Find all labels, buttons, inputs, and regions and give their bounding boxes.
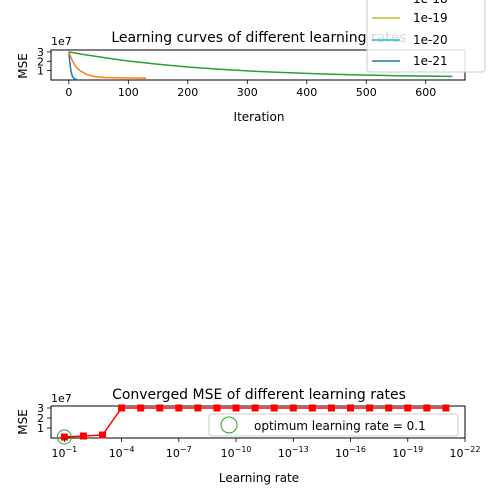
y-tick-label: 3: [37, 46, 44, 59]
y-tick-label: 2: [37, 55, 44, 68]
converged-mse-point: [60, 433, 68, 441]
legend-label-1e-20: 1e-20: [413, 33, 448, 47]
learning-curve-3: [68, 51, 147, 79]
x-tick-label: 10−19: [392, 445, 423, 460]
learning-curves-series: [68, 51, 453, 81]
converged-mse-point: [137, 404, 145, 412]
legend-label-1e-21: 1e-21: [413, 54, 448, 68]
legend-label-1e-19: 1e-19: [413, 11, 448, 25]
converged-mse-point: [194, 404, 202, 412]
x-tick-label: 10−10: [221, 445, 252, 460]
converged-mse-point: [308, 404, 316, 412]
x-tick-label: 0: [65, 86, 72, 99]
legend-entry-partial: 1e-18: [413, 0, 448, 6]
converged-mse-y-offset: 1e7: [51, 392, 72, 405]
learning-curves-title: Learning curves of different learning ra…: [111, 30, 406, 46]
x-tick-label: 10−4: [109, 445, 135, 460]
converged-mse-point: [366, 404, 374, 412]
converged-mse-series: [56, 404, 450, 445]
converged-mse-point: [347, 404, 355, 412]
x-tick-label: 10−1: [51, 445, 77, 460]
learning-curves-panel: Learning curves of different learning ra…: [16, 0, 486, 124]
converged-mse-point: [79, 432, 87, 440]
converged-mse-xlabel: Learning rate: [219, 471, 299, 485]
legend-optimum-marker: [220, 416, 238, 434]
converged-mse-point: [156, 404, 164, 412]
x-tick-label: 200: [177, 86, 198, 99]
y-tick-label: 3: [37, 402, 44, 415]
converged-mse-point: [289, 404, 297, 412]
converged-mse-point: [118, 404, 126, 412]
converged-mse-point: [404, 404, 412, 412]
converged-mse-legend: optimum learning rate = 0.1: [208, 413, 459, 437]
converged-mse-point: [213, 404, 221, 412]
x-tick-label: 400: [296, 86, 317, 99]
converged-mse-panel: Converged MSE of different learning rate…: [16, 387, 480, 485]
converged-mse-title: Converged MSE of different learning rate…: [112, 387, 406, 403]
x-tick-label: 10−7: [166, 445, 192, 460]
x-tick-label: 100: [118, 86, 139, 99]
optimum-marker: [56, 429, 72, 445]
learning-curves-xticks: 0 100 200 300 400 500 600: [65, 80, 436, 99]
learning-curve-2: [68, 51, 78, 81]
converged-mse-point: [423, 404, 431, 412]
learning-curves-y-offset: 1e7: [51, 35, 72, 48]
learning-curves-ylabel: MSE: [16, 53, 30, 79]
x-tick-label: 600: [415, 86, 436, 99]
learning-curve-4: [68, 51, 453, 78]
x-tick-label: 10−13: [278, 445, 309, 460]
converged-mse-point: [327, 404, 335, 412]
converged-mse-point: [385, 404, 393, 412]
legend-frame: [208, 413, 459, 437]
x-tick-label: 10−22: [450, 445, 481, 460]
converged-mse-point: [251, 404, 259, 412]
converged-mse-point: [232, 404, 240, 412]
x-tick-label: 300: [237, 86, 258, 99]
converged-mse-xticks: 10−1 10−4 10−7 10−10 10−13 10−16 10−19 10−22: [51, 438, 480, 460]
y-tick-label: 1: [37, 65, 44, 78]
y-tick-label: 2: [37, 412, 44, 425]
x-tick-label: 10−16: [335, 445, 366, 460]
converged-mse-yticks: 123: [37, 402, 51, 435]
legend-optimum-label: optimum learning rate = 0.1: [254, 419, 426, 433]
converged-mse-point: [270, 404, 278, 412]
x-tick-label: 500: [356, 86, 377, 99]
learning-curves-xlabel: Iteration: [234, 110, 285, 124]
y-tick-label: 1: [37, 422, 44, 435]
converged-mse-point: [99, 431, 107, 439]
converged-mse-point: [442, 404, 450, 412]
converged-mse-ylabel: MSE: [16, 409, 30, 435]
learning-curves-yticks: 123: [37, 46, 51, 78]
learning-curves-legend: 1e-18 1e-19 1e-20 1e-21: [366, 0, 486, 73]
converged-mse-point: [175, 404, 183, 412]
